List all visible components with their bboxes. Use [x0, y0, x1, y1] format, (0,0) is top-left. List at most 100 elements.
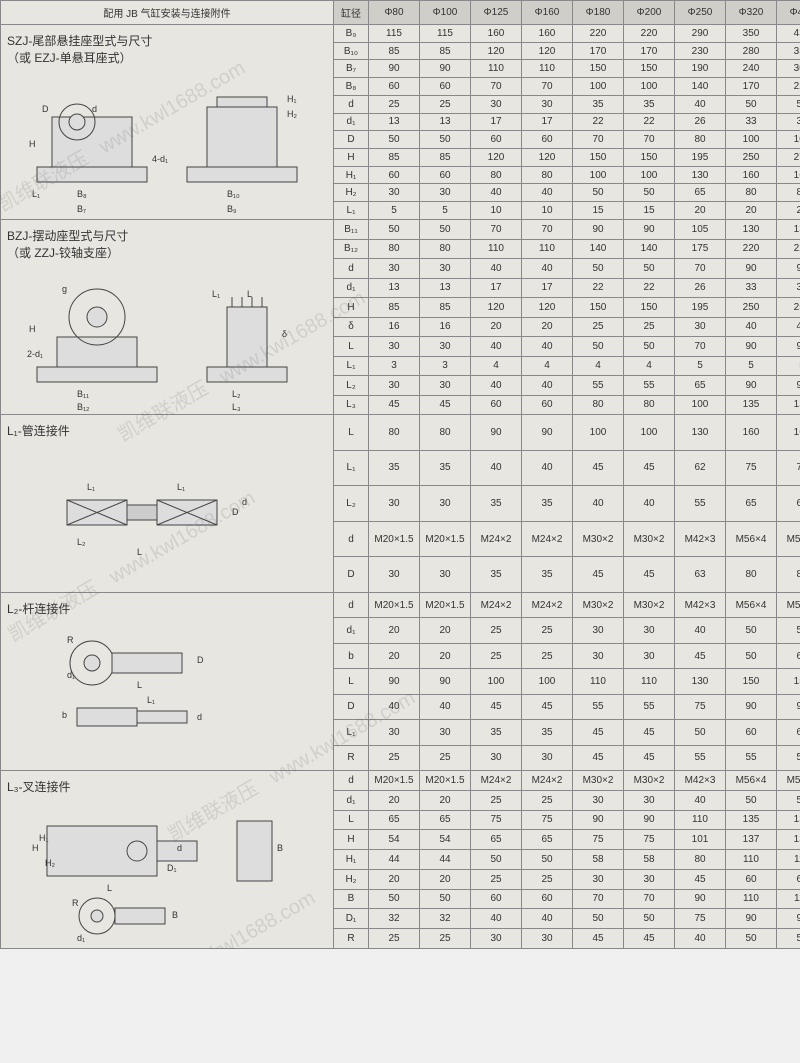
param-label: L₁: [334, 720, 369, 745]
svg-text:4-d₁: 4-d₁: [152, 154, 168, 164]
section-label: L₁-管连接件 L₁L₂L₁ LDd: [2, 417, 332, 590]
value-cell: 50: [726, 643, 777, 668]
param-label: b: [334, 643, 369, 668]
svg-text:D: D: [42, 104, 49, 114]
value-cell: M30×2: [624, 593, 675, 618]
value-cell: 80: [420, 415, 471, 451]
svg-text:g: g: [62, 284, 67, 294]
value-cell: 20: [420, 618, 471, 643]
value-cell: 40: [522, 184, 573, 202]
value-cell: 65: [369, 810, 420, 830]
value-cell: 20: [369, 643, 420, 668]
param-label: H₂: [334, 869, 369, 889]
value-cell: 90: [726, 694, 777, 719]
value-cell: 150: [777, 669, 800, 694]
value-cell: 40: [777, 317, 800, 337]
param-label: d: [334, 521, 369, 557]
section-cell: SZJ-尾部悬挂座型式与尺寸 （或 EZJ-单悬耳座式） DdH L₁B₈B₇ …: [1, 25, 334, 220]
value-cell: 70: [675, 259, 726, 279]
value-cell: 30: [522, 95, 573, 113]
value-cell: 60: [471, 395, 522, 415]
value-cell: 30: [420, 376, 471, 396]
value-cell: 30: [573, 790, 624, 810]
value-cell: 39: [777, 113, 800, 131]
value-cell: 40: [522, 337, 573, 357]
svg-text:L₁: L₁: [147, 695, 155, 705]
value-cell: 70: [573, 889, 624, 909]
svg-text:L: L: [247, 289, 252, 299]
param-label: H: [334, 830, 369, 850]
value-cell: 160: [471, 25, 522, 43]
value-cell: 40: [471, 337, 522, 357]
svg-text:R: R: [67, 635, 74, 645]
value-cell: 250: [726, 149, 777, 167]
value-cell: 110: [522, 239, 573, 259]
value-cell: 25: [420, 929, 471, 949]
value-cell: 30: [369, 337, 420, 357]
value-cell: M56×4: [777, 771, 800, 791]
value-cell: 70: [522, 220, 573, 240]
value-cell: M56×4: [726, 771, 777, 791]
value-cell: 110: [777, 889, 800, 909]
param-label: d₁: [334, 113, 369, 131]
value-cell: 25: [522, 643, 573, 668]
value-cell: 50: [573, 184, 624, 202]
svg-text:B₈: B₈: [77, 189, 87, 199]
value-cell: 13: [369, 113, 420, 131]
dia-header: Φ180: [573, 1, 624, 25]
value-cell: 25: [522, 869, 573, 889]
value-cell: 150: [726, 669, 777, 694]
value-cell: 150: [573, 60, 624, 78]
value-cell: 16: [369, 317, 420, 337]
value-cell: 70: [624, 889, 675, 909]
value-cell: M30×2: [573, 593, 624, 618]
value-cell: 195: [675, 298, 726, 318]
value-cell: 100: [726, 131, 777, 149]
value-cell: 45: [420, 395, 471, 415]
value-cell: 110: [624, 669, 675, 694]
value-cell: 40: [471, 376, 522, 396]
table-row: L₁-管连接件 L₁L₂L₁ LDd L80809090100100130160…: [1, 415, 800, 451]
value-cell: 25: [471, 643, 522, 668]
svg-text:L₁: L₁: [32, 189, 40, 199]
param-label: L₂: [334, 486, 369, 522]
svg-text:L₁: L₁: [212, 289, 220, 299]
value-cell: 45: [471, 694, 522, 719]
value-cell: 30: [420, 720, 471, 745]
value-cell: 25: [369, 95, 420, 113]
value-cell: 30: [420, 337, 471, 357]
value-cell: 350: [777, 42, 800, 60]
value-cell: 5: [420, 202, 471, 220]
value-cell: 135: [726, 395, 777, 415]
value-cell: M20×1.5: [420, 771, 471, 791]
svg-text:L₂: L₂: [232, 389, 241, 399]
value-cell: 50: [420, 220, 471, 240]
section-cell: L₃-叉连接件 HH₁H₂ LD₁d BRd₁ B: [1, 771, 334, 949]
value-cell: 20: [471, 317, 522, 337]
value-cell: 100: [675, 395, 726, 415]
value-cell: M30×2: [624, 521, 675, 557]
value-cell: 90: [777, 337, 800, 357]
value-cell: 50: [573, 337, 624, 357]
value-cell: 135: [726, 810, 777, 830]
svg-text:d: d: [177, 843, 182, 853]
value-cell: 45: [624, 450, 675, 486]
value-cell: 40: [471, 259, 522, 279]
param-label: B₈: [334, 78, 369, 96]
param-label: B₁₁: [334, 220, 369, 240]
value-cell: 100: [624, 78, 675, 96]
value-cell: 90: [522, 415, 573, 451]
value-cell: 55: [777, 929, 800, 949]
table-row: BZJ-摆动座型式与尺寸 （或 ZZJ-铰轴支座） g2-d₁H B₁₁B₁₂ …: [1, 220, 800, 240]
value-cell: 30: [522, 745, 573, 770]
value-cell: 30: [675, 317, 726, 337]
svg-text:D: D: [232, 507, 239, 517]
value-cell: 110: [726, 850, 777, 870]
section-title: L₁-管连接件: [7, 422, 327, 439]
value-cell: 50: [624, 184, 675, 202]
param-label: L₁: [334, 450, 369, 486]
value-cell: M24×2: [471, 521, 522, 557]
value-cell: 45: [573, 929, 624, 949]
value-cell: 50: [471, 850, 522, 870]
value-cell: 150: [624, 149, 675, 167]
